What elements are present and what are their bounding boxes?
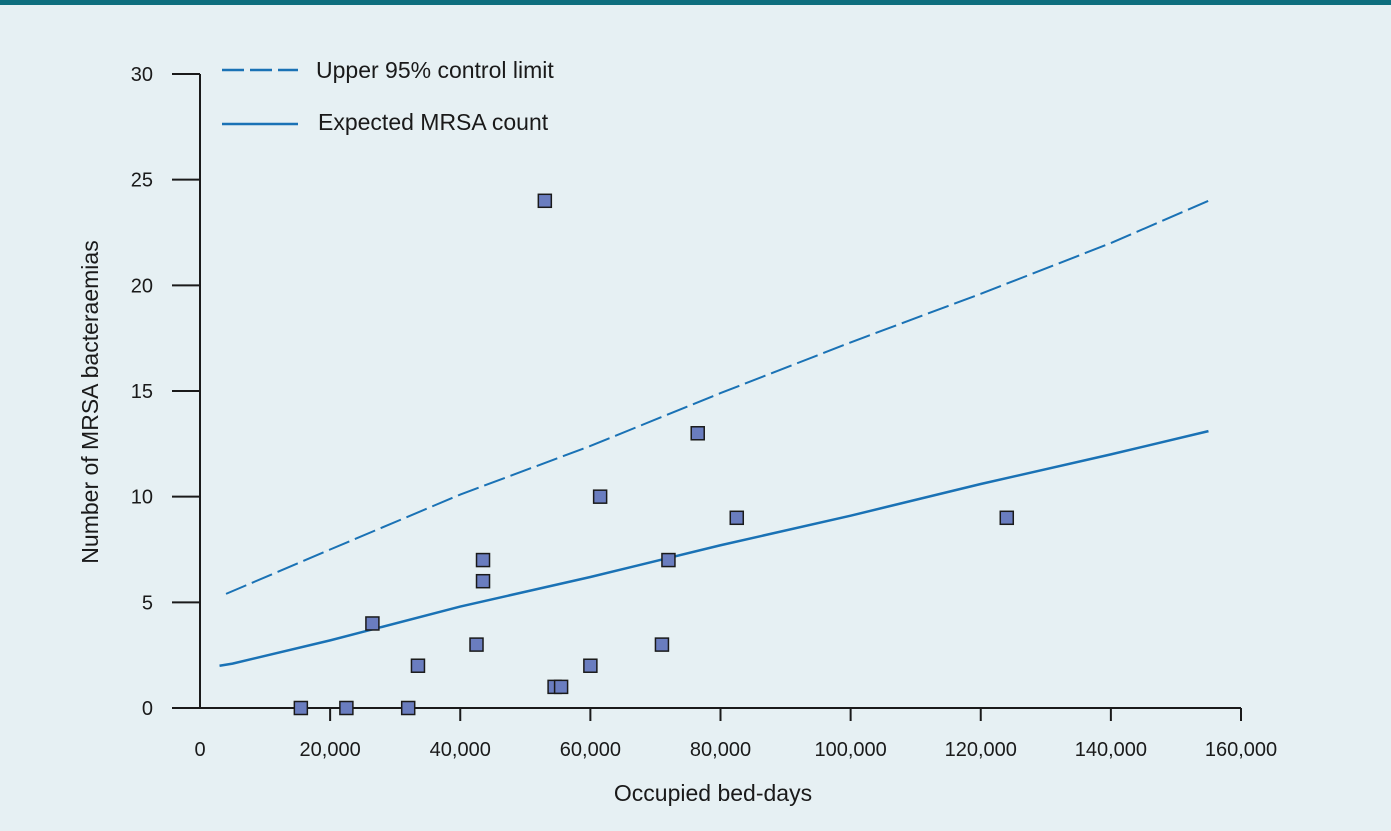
data-point <box>690 426 705 441</box>
y-tick-label: 30 <box>131 64 153 86</box>
data-point <box>400 700 416 716</box>
y-ticks: 0 5 10 15 20 25 30 <box>131 64 200 720</box>
data-point <box>475 573 491 589</box>
expected-count-line <box>219 429 1209 667</box>
y-tick-label: 5 <box>142 592 153 614</box>
y-tick-label: 15 <box>131 381 153 403</box>
x-tick-label: 140,000 <box>1075 739 1147 761</box>
y-tick-label: 25 <box>131 170 153 192</box>
axes: 0 5 10 15 20 25 30 0 20,000 40,000 60,000 80,000 10… <box>131 64 1277 761</box>
data-point <box>469 637 484 652</box>
legend: Upper 95% control limit Expected MRSA co… <box>222 57 554 135</box>
x-tick-label: 40,000 <box>430 739 491 761</box>
data-point <box>729 510 745 526</box>
data-point <box>339 700 354 716</box>
data-point <box>537 193 553 209</box>
x-tick-label: 80,000 <box>690 739 751 761</box>
y-tick-label: 20 <box>131 275 153 297</box>
data-point <box>553 679 569 695</box>
data-point <box>365 616 380 631</box>
data-point <box>410 658 426 673</box>
legend-label-upper-limit: Upper 95% control limit <box>316 57 554 83</box>
data-point <box>999 510 1015 526</box>
x-ticks: 0 20,000 40,000 60,000 80,000 100,000 120,000 1… <box>194 708 1277 761</box>
data-point <box>475 552 491 568</box>
y-tick-label: 0 <box>142 698 153 720</box>
data-point <box>293 700 309 716</box>
legend-label-expected: Expected MRSA count <box>318 109 549 135</box>
data-point <box>583 658 598 673</box>
data-point <box>661 552 676 568</box>
y-tick-label: 10 <box>131 487 153 509</box>
data-point <box>592 489 608 504</box>
x-tick-label: 0 <box>194 739 205 761</box>
series-layer <box>219 199 1209 667</box>
x-tick-label: 160,000 <box>1205 739 1277 761</box>
points-layer <box>293 193 1015 716</box>
x-tick-label: 60,000 <box>560 739 621 761</box>
y-axis-title: Number of MRSA bacteraemias <box>77 240 103 563</box>
data-point <box>654 637 670 652</box>
top-accent-bar <box>0 0 1391 5</box>
x-tick-label: 100,000 <box>814 739 886 761</box>
upper-control-limit-line <box>225 199 1209 595</box>
x-axis-title: Occupied bed-days <box>614 780 812 806</box>
x-tick-label: 120,000 <box>945 739 1017 761</box>
x-tick-label: 20,000 <box>300 739 361 761</box>
